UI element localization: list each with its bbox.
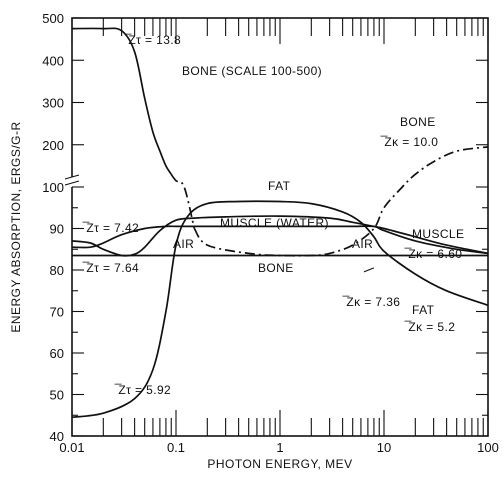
y-tick-label: 200: [42, 138, 64, 153]
y-tick-label: 100: [42, 180, 64, 195]
annotation-leader: [363, 267, 375, 273]
annotation-label: BONE: [400, 115, 436, 129]
annotation-label: ̅Zκ = 10.0: [380, 135, 438, 149]
plot-frame-group: [64, 17, 489, 437]
labels-group: 0.01 0.1 1 10 100 40 50 60 70 80 90 100 200 300 400 500…: [9, 11, 499, 471]
y-tick-label: 50: [50, 388, 64, 403]
y-tick-label: 500: [42, 11, 64, 26]
x-tick-label: 10: [377, 440, 391, 455]
y-tick-label: 400: [42, 53, 64, 68]
annotation-label: ̅Zτ = 5.92: [114, 383, 171, 397]
curves-group: [71, 27, 489, 419]
x-tick-label: 0.1: [167, 440, 185, 455]
x-tick-label: 0.01: [59, 440, 84, 455]
y-tick-label: 90: [50, 222, 64, 237]
y-axis-title: ENERGY ABSORPTION, ERGS/G-R: [9, 121, 23, 332]
annotation-label: ̅Zκ = 6.60: [404, 247, 462, 261]
annotation-label: AIR: [352, 237, 373, 251]
y-tick-label: 300: [42, 96, 64, 111]
annotation-label: FAT: [268, 179, 291, 193]
y-tick-label: 40: [50, 429, 64, 444]
series-line-fat-solid: [71, 200, 489, 419]
annotation-label: MUSCLE: [412, 227, 464, 241]
annotation-label: ̅Zτ = 7.42: [82, 221, 139, 235]
annotation-label: FAT: [412, 303, 435, 317]
series-line-air-solid: [71, 225, 489, 255]
x-tick-label: 100: [477, 440, 499, 455]
y-tick-label: 70: [50, 305, 64, 320]
series-line-bone-dashdot: [193, 146, 489, 257]
y-tick-label: 60: [50, 346, 64, 361]
annotation-label: BONE: [258, 261, 294, 275]
annotation-label: AIR: [173, 237, 194, 251]
series-line-bone-scale-100-500-solid: [71, 27, 172, 175]
y-tick-label: 80: [50, 263, 64, 278]
annotation-label: ̅Zκ = 5.2: [404, 320, 455, 334]
annotation-label: MUSCLE (WATER): [220, 216, 329, 230]
annotation-label: BONE (SCALE 100-500): [182, 64, 322, 78]
x-tick-label: 1: [276, 440, 283, 455]
series-line-bone-scale-100-500-dashdot: [170, 173, 196, 229]
annotation-label: ̅Zκ = 7.36: [342, 295, 400, 309]
annotation-label: ̅Zτ = 13.8: [124, 33, 181, 47]
axis-break-mask: [66, 177, 78, 187]
annotation-label: ̅Zτ = 7.64: [82, 261, 139, 275]
axis-break-mark: [64, 174, 80, 186]
x-axis-title: PHOTON ENERGY, MEV: [207, 457, 352, 471]
